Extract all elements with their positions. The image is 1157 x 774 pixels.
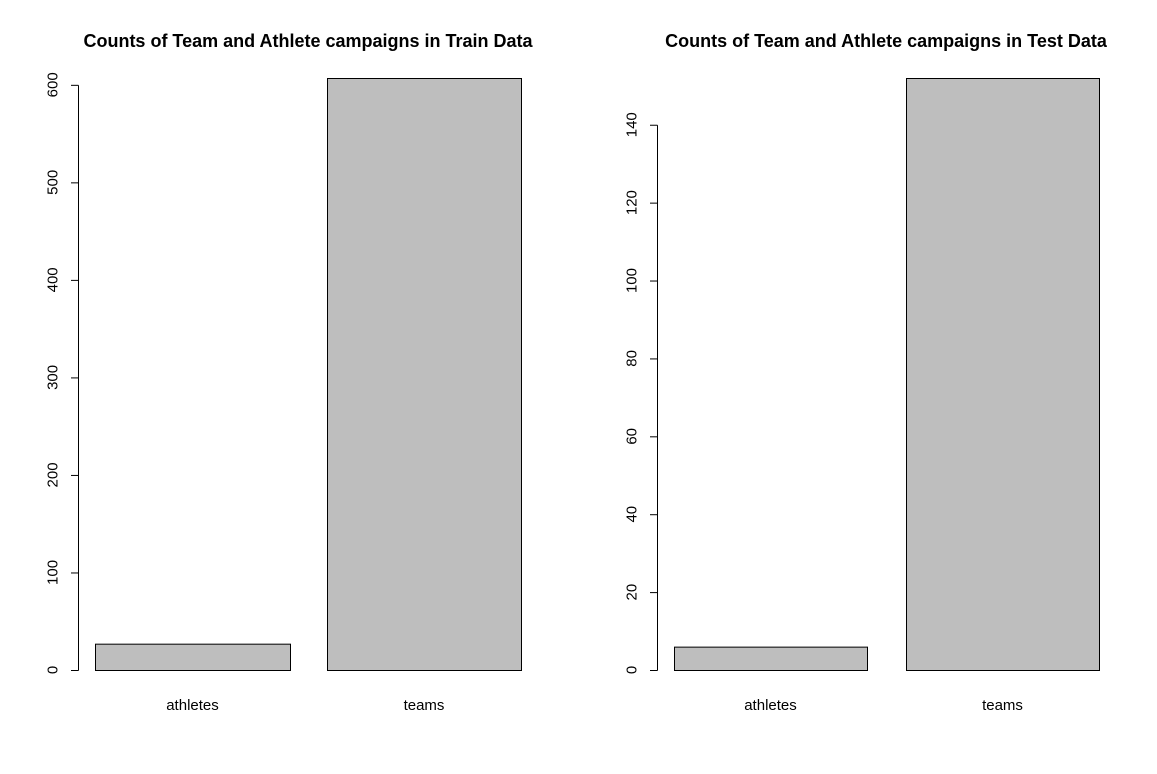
test-bars	[674, 78, 1100, 672]
train-category-label: athletes	[166, 697, 219, 714]
train-y-tick-label: 400	[45, 267, 62, 292]
train-x-axis: athletes teams	[166, 697, 444, 714]
test-category-label: teams	[982, 697, 1023, 714]
test-chart-title: Counts of Team and Athlete campaigns in …	[665, 31, 1108, 51]
test-bar-athletes	[674, 646, 868, 672]
test-y-axis: 0 20 40 60 80 100 120 140	[624, 112, 658, 674]
train-bar-athletes	[95, 643, 291, 672]
train-y-axis: 0 100 200 300 400 500 600	[45, 72, 79, 674]
test-y-tick-label: 20	[624, 584, 641, 601]
test-y-tick-label: 80	[624, 350, 641, 367]
train-y-tick-label: 600	[45, 72, 62, 97]
train-data-chart: Counts of Team and Athlete campaigns in …	[45, 31, 534, 714]
train-y-tick-label: 500	[45, 170, 62, 195]
train-y-tick-label: 100	[45, 560, 62, 585]
test-y-tick-label: 100	[624, 268, 641, 293]
train-chart-title: Counts of Team and Athlete campaigns in …	[83, 31, 533, 51]
test-y-tick-label: 0	[624, 666, 641, 674]
train-bars	[95, 78, 522, 672]
test-data-chart: Counts of Team and Athlete campaigns in …	[624, 31, 1108, 714]
test-y-tick-label: 140	[624, 112, 641, 137]
train-y-tick-label: 200	[45, 462, 62, 487]
test-category-label: athletes	[744, 697, 797, 714]
test-y-tick-label: 120	[624, 190, 641, 215]
test-x-axis: athletes teams	[744, 697, 1023, 714]
train-bar-teams	[327, 78, 522, 671]
train-y-tick-label: 300	[45, 365, 62, 390]
train-y-tick-label: 0	[45, 666, 62, 674]
test-bar-teams	[906, 78, 1100, 671]
train-category-label: teams	[404, 697, 445, 714]
test-y-tick-label: 60	[624, 428, 641, 445]
test-y-tick-label: 40	[624, 506, 641, 523]
